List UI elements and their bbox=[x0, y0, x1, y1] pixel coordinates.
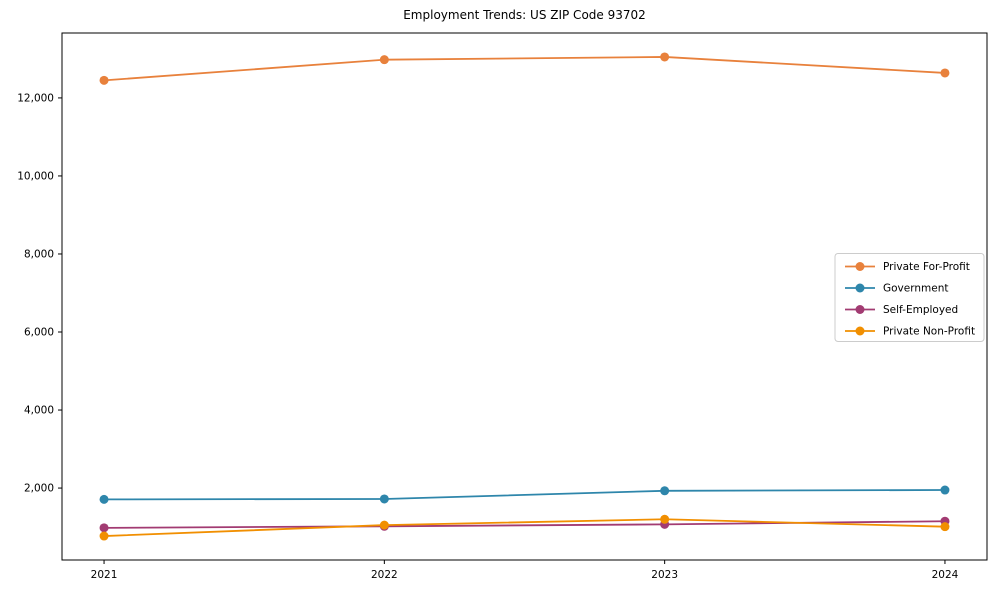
data-point-government-2022 bbox=[379, 494, 389, 504]
y-tick-label: 6,000 bbox=[24, 327, 54, 339]
data-point-private-for-profit-2021 bbox=[99, 75, 109, 85]
legend-swatch-marker-private-non-profit bbox=[855, 326, 865, 336]
series-line-private-for-profit bbox=[103, 56, 946, 82]
data-point-private-for-profit-2023 bbox=[660, 52, 670, 62]
data-point-self-employed-2021 bbox=[99, 523, 109, 533]
y-tick-label: 2,000 bbox=[24, 483, 54, 495]
legend-label-private-non-profit: Private Non-Profit bbox=[883, 326, 975, 338]
data-point-private-non-profit-2023 bbox=[660, 514, 670, 524]
x-tick-label: 2023 bbox=[651, 569, 678, 581]
legend-swatch-marker-government bbox=[855, 283, 865, 293]
data-point-government-2023 bbox=[660, 486, 670, 496]
legend-box bbox=[834, 253, 985, 342]
y-tick-label: 4,000 bbox=[24, 405, 54, 417]
y-tick-label: 12,000 bbox=[17, 92, 54, 104]
legend-label-government: Government bbox=[883, 283, 948, 295]
chart-title: Employment Trends: US ZIP Code 93702 bbox=[403, 8, 646, 22]
legend-swatch-marker-private-for-profit bbox=[855, 262, 865, 271]
x-tick-label: 2022 bbox=[371, 569, 398, 581]
series-line-government bbox=[104, 489, 945, 501]
data-point-private-for-profit-2024 bbox=[940, 68, 950, 78]
data-point-private-non-profit-2021 bbox=[99, 531, 109, 541]
data-point-private-for-profit-2022 bbox=[379, 55, 389, 65]
plot-border bbox=[61, 32, 988, 561]
x-tick-label: 2021 bbox=[91, 569, 118, 581]
series-line-private-non-profit bbox=[104, 518, 945, 537]
legend-label-self-employed: Self-Employed bbox=[883, 304, 958, 316]
data-point-private-non-profit-2024 bbox=[940, 522, 950, 532]
data-point-government-2024 bbox=[940, 485, 950, 495]
legend-label-private-for-profit: Private For-Profit bbox=[883, 261, 970, 273]
y-tick-label: 8,000 bbox=[24, 248, 54, 260]
x-tick-label: 2024 bbox=[932, 569, 959, 581]
legend-swatch-marker-self-employed bbox=[855, 305, 865, 314]
data-point-private-non-profit-2022 bbox=[379, 520, 389, 530]
y-tick-label: 10,000 bbox=[17, 170, 54, 182]
data-point-government-2021 bbox=[99, 494, 109, 504]
